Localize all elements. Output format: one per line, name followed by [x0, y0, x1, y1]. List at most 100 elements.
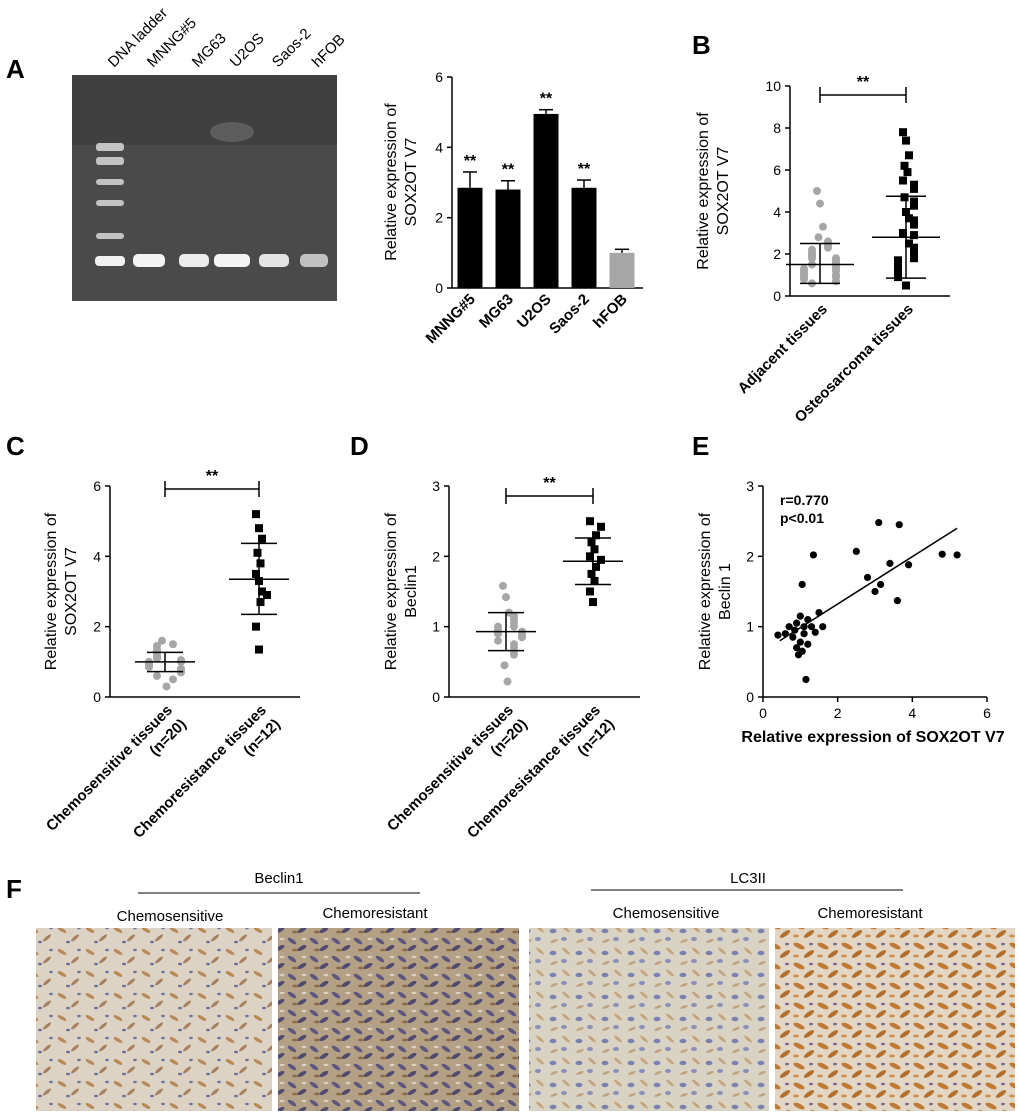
chart-D-point — [586, 552, 594, 561]
chart-B-point — [905, 151, 913, 160]
gel-ladder-band — [95, 256, 125, 266]
chart-a-ytick-label: 2 — [435, 210, 443, 226]
chart-D-point — [503, 677, 512, 686]
chart-B-point — [910, 201, 918, 210]
chart-B-point — [899, 128, 907, 137]
chart-a-bar — [533, 113, 559, 288]
chart-D-ytick-label: 1 — [432, 619, 440, 635]
chart-e-ytick-label: 3 — [746, 478, 754, 494]
ihc-image-beclin1-chemosensitive — [36, 928, 272, 1111]
chart-a-significance: ** — [502, 162, 515, 179]
gel-sample-band — [214, 254, 250, 267]
chart-B-point — [899, 176, 907, 185]
chart-B-ytick-label: 0 — [773, 288, 781, 304]
gel-sample-band — [133, 254, 165, 267]
chart-e-ytick-label: 0 — [746, 689, 754, 705]
chart-B-point — [910, 243, 918, 252]
chart-B-point — [824, 243, 832, 252]
chart-C-ylabel: Relative expression of — [43, 512, 60, 670]
chart-B-point — [900, 161, 909, 170]
chart-D-point — [502, 593, 510, 602]
chart-e-point — [815, 609, 823, 617]
chart-a-bar: 0 2 4 6 Relative expression of SOX2OT V7 ** MNN… — [383, 69, 643, 347]
gel-ladder-band — [96, 179, 124, 185]
gel-lane-label: MG63 — [189, 30, 230, 71]
chart-e-point — [796, 638, 804, 646]
chart-D-point — [500, 661, 509, 670]
chart-B-point — [910, 247, 918, 256]
ihc-label-lc3ii-chemosensitive: Chemosensitive — [613, 905, 720, 922]
chart-a-bar — [495, 189, 521, 288]
chart-D-ytick-label: 2 — [432, 548, 440, 564]
chart-B-point — [910, 197, 918, 206]
gel-ladder-band — [96, 233, 124, 239]
chart-e-point — [793, 619, 801, 627]
chart-e-annotation: r=0.770 — [780, 492, 829, 508]
chart-C-point — [169, 640, 177, 649]
chart-e-point — [804, 640, 812, 648]
chart-D-point — [587, 538, 596, 547]
chart-D-point — [589, 598, 597, 607]
chart-C-ytick-label: 2 — [93, 619, 101, 635]
chart-D-point — [586, 587, 594, 596]
chart-D-point — [510, 622, 518, 631]
chart-e-point — [819, 623, 827, 631]
panel-label-a: A — [6, 54, 25, 84]
chart-a-ytick-label: 6 — [435, 69, 443, 85]
gel-well-smear — [210, 122, 254, 142]
chart-a-bar — [457, 187, 483, 288]
chart-a-significance: ** — [464, 153, 477, 170]
chart-D-point — [510, 650, 518, 659]
ihc-image-lc3ii-chemoresistant — [775, 928, 1015, 1111]
chart-B-point — [814, 233, 823, 242]
ihc-label-beclin1-chemoresistant: Chemoresistant — [322, 905, 428, 922]
ihc-group-title-beclin1: Beclin1 — [254, 870, 303, 887]
chart-C-point — [153, 654, 161, 663]
gel-sample-band — [259, 254, 289, 267]
gel-sample-band — [300, 254, 328, 267]
chart-B-point — [903, 168, 912, 177]
chart-D-ylabel: Beclin1 — [403, 565, 420, 618]
chart-e-xtick-label: 4 — [908, 705, 916, 721]
chart-D-point — [586, 517, 594, 526]
chart-C-significance: ** — [206, 468, 219, 485]
chart-e-point — [789, 633, 797, 641]
chart-C-point — [252, 510, 260, 519]
chart-B-point — [819, 222, 827, 231]
chart-B-point — [900, 193, 909, 202]
chart-B-ytick-label: 6 — [773, 162, 781, 178]
ihc-panel: Beclin1 LC3II Chemosensitive Chemoresist… — [36, 870, 1015, 1111]
chart-C-point — [258, 534, 266, 543]
chart-a-ytick-label: 4 — [435, 139, 443, 155]
chart-e-point — [781, 630, 790, 638]
chart-B-point — [910, 220, 918, 229]
chart-C-point — [263, 591, 271, 600]
chart-C-point — [256, 559, 265, 568]
chart-B-point — [902, 281, 910, 290]
chart-C-point — [153, 671, 161, 680]
chart-B-ylabel: Relative expression of — [695, 112, 712, 270]
chart-D-point — [592, 562, 600, 571]
chart-B-point — [910, 254, 918, 263]
chart-C-point — [145, 663, 153, 672]
chart-B-ytick-label: 2 — [773, 246, 781, 262]
chart-C-point — [258, 587, 266, 596]
chart-e-point — [938, 550, 946, 558]
chart-e-point — [796, 612, 804, 620]
chart-e-point — [802, 675, 810, 684]
chart-D-ytick-label: 3 — [432, 478, 440, 494]
chart-e-point — [871, 587, 879, 596]
chart-e-point — [800, 630, 808, 638]
chart-B-ytick-label: 4 — [773, 204, 781, 220]
chart-e-point — [811, 628, 819, 636]
chart-e-xlabel: Relative expression of SOX2OT V7 — [741, 729, 1004, 746]
chart-e-point — [905, 561, 913, 569]
chart-B-point — [902, 136, 910, 145]
chart-e-point — [774, 631, 782, 639]
chart-B-point — [910, 184, 918, 193]
chart-D-ylabel-group: Relative expression of Beclin1 — [383, 512, 420, 670]
chart-a-category-label: MG63 — [476, 291, 517, 332]
chart-C-point — [256, 598, 265, 607]
chart-e-point — [798, 647, 806, 655]
